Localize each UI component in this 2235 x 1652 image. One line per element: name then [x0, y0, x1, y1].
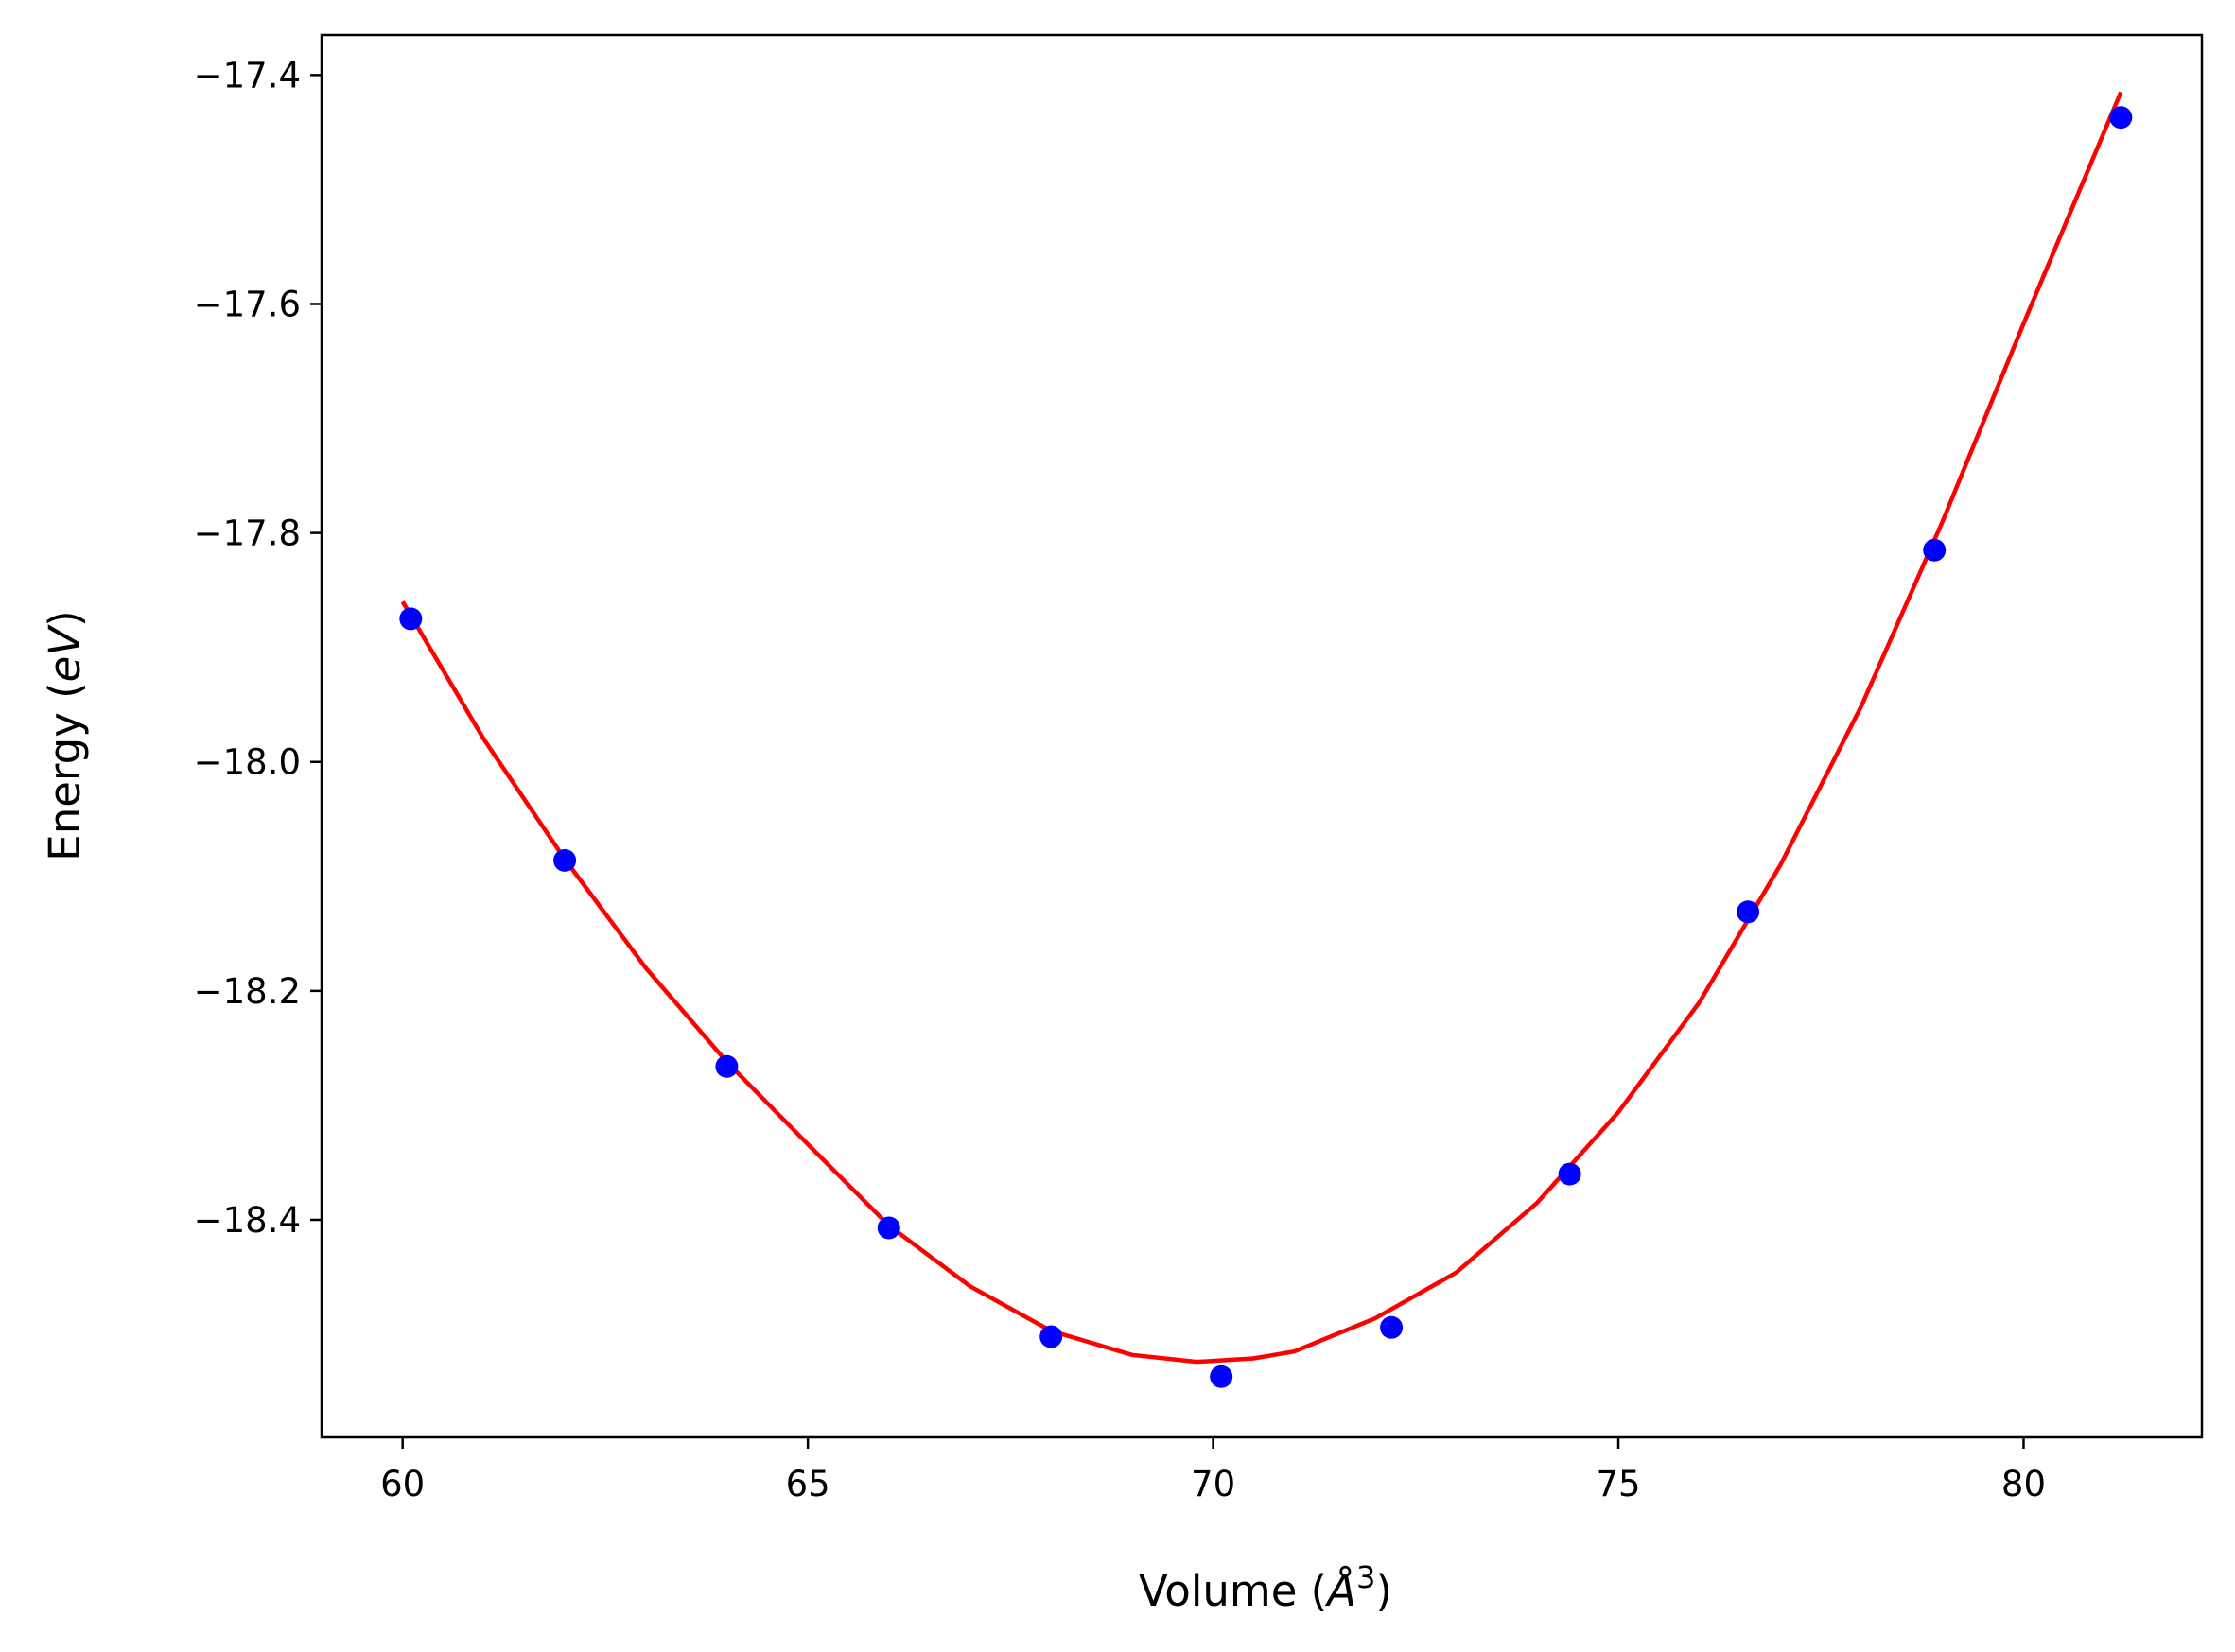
y-tick-label: −18.2	[194, 971, 301, 1012]
axes-layer: 60 65 70 75 80 −17.4 −17.6 −17.8 −18.0 −18.2 −18.4	[194, 33, 2204, 1504]
y-axis-label-suffix: )	[40, 610, 90, 627]
y-axis-label: Energy (eV)	[40, 610, 90, 861]
x-tick-label: 70	[1191, 1464, 1235, 1504]
x-tick-label: 80	[2001, 1464, 2046, 1504]
y-tick-label: −18.4	[194, 1200, 301, 1241]
y-tick-label: −17.8	[194, 513, 301, 554]
x-axis-label-symbol: Å	[1324, 1566, 1356, 1616]
data-point	[1210, 1365, 1233, 1388]
x-tick-label: 60	[380, 1464, 425, 1504]
y-tick-label: −18.0	[194, 742, 301, 783]
x-axis-label-suffix: )	[1375, 1566, 1392, 1616]
fit-curve-line	[400, 91, 2123, 1365]
x-axis-label-superscript: 3	[1356, 1559, 1375, 1595]
x-axis-label-prefix: Volume (	[1139, 1566, 1327, 1616]
data-point	[1558, 1162, 1581, 1186]
x-tick-label: 75	[1596, 1464, 1640, 1504]
y-tick-label: −17.6	[194, 284, 301, 324]
data-point	[1380, 1315, 1404, 1339]
y-axis-label-symbol: eV	[40, 624, 90, 683]
data-point	[715, 1054, 739, 1078]
x-axis-label: Volume (Å3)	[1139, 1559, 1392, 1616]
data-point	[2109, 106, 2133, 130]
data-point	[1923, 538, 1947, 562]
data-point	[1737, 900, 1760, 924]
data-point	[877, 1216, 900, 1240]
x-tick-label: 65	[786, 1464, 830, 1504]
data-point	[553, 848, 577, 872]
plot-layer	[399, 91, 2133, 1388]
plot-frame	[320, 33, 2204, 1439]
y-tick-label: −17.4	[194, 55, 301, 96]
data-point	[1039, 1325, 1063, 1348]
y-axis-label-prefix: Energy (	[40, 682, 90, 861]
data-point	[399, 607, 423, 631]
